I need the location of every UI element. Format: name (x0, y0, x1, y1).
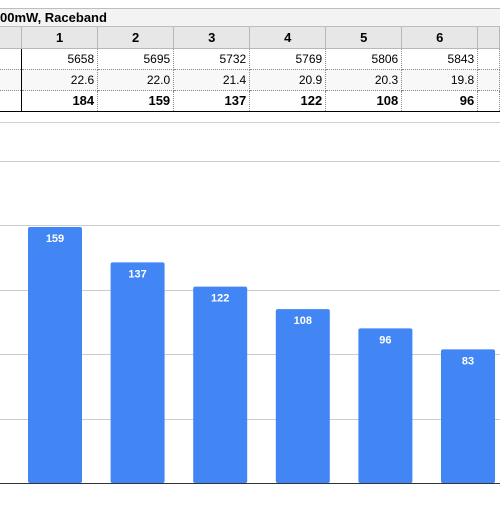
column-header[interactable]: 2 (97, 27, 175, 49)
column-header[interactable]: 6 (401, 27, 479, 49)
table-cell[interactable]: 5695 (97, 48, 175, 70)
row-header-corner[interactable] (0, 27, 23, 49)
table-cell[interactable]: 96 (401, 90, 479, 112)
bar-data-label: 159 (46, 233, 64, 245)
column-header[interactable] (477, 27, 500, 49)
bar[interactable] (441, 349, 495, 483)
table-cell[interactable]: 5843 (401, 48, 479, 70)
bar[interactable] (358, 328, 413, 483)
row-header[interactable] (0, 48, 23, 70)
table-cell[interactable]: 21.4 (173, 69, 251, 91)
table-cell[interactable] (477, 48, 500, 70)
table-cell[interactable]: 19.8 (401, 69, 479, 91)
table-row: 184 159 137 122 108 96 (0, 90, 500, 112)
table-row: 22.6 22.0 21.4 20.9 20.3 19.8 (0, 69, 500, 91)
bar-data-label: 83 (462, 355, 474, 367)
table-cell[interactable]: 20.3 (325, 69, 403, 91)
table-row: 5658 5695 5732 5769 5806 5843 (0, 48, 500, 70)
table-cell[interactable]: 22.0 (97, 69, 175, 91)
chart-grid (0, 161, 500, 484)
bar-data-label: 137 (128, 268, 146, 280)
column-header[interactable]: 4 (249, 27, 327, 49)
bar-chart: 159 137 122 108 96 83 (0, 161, 500, 484)
table-cell[interactable]: 20.9 (249, 69, 327, 91)
bar[interactable] (275, 309, 330, 483)
table-cell[interactable] (477, 90, 500, 112)
table-cell[interactable]: 137 (173, 90, 251, 112)
bar-data-label: 108 (294, 315, 312, 327)
column-header[interactable]: 1 (21, 27, 99, 49)
table-cell[interactable]: 22.6 (21, 69, 99, 91)
table-cell[interactable] (477, 69, 500, 91)
column-header-row: 1 2 3 4 5 6 (0, 27, 500, 49)
table-title-row: 00mW, Raceband (0, 8, 500, 27)
column-header[interactable]: 5 (325, 27, 403, 49)
data-table: 1 2 3 4 5 6 5658 5695 5732 5769 5806 584… (0, 27, 500, 112)
bar[interactable] (110, 262, 165, 483)
row-header[interactable] (0, 69, 23, 91)
row-header[interactable] (0, 90, 23, 112)
table-cell[interactable]: 184 (21, 90, 99, 112)
table-cell[interactable]: 108 (325, 90, 403, 112)
table-cell[interactable]: 159 (97, 90, 175, 112)
table-cell[interactable]: 5806 (325, 48, 403, 70)
column-header[interactable]: 3 (173, 27, 251, 49)
bar[interactable] (193, 286, 248, 483)
bar-data-label: 96 (379, 334, 391, 346)
section-divider (0, 122, 500, 123)
chart-bars (28, 227, 495, 483)
chart-data-labels: 159 137 122 108 96 83 (46, 233, 474, 367)
table-title: 00mW, Raceband (0, 10, 107, 25)
bar[interactable] (28, 227, 82, 483)
table-cell[interactable]: 5658 (21, 48, 99, 70)
table-cell[interactable]: 5732 (173, 48, 251, 70)
bar-data-label: 122 (211, 293, 229, 305)
table-cell[interactable]: 5769 (249, 48, 327, 70)
table-cell[interactable]: 122 (249, 90, 327, 112)
